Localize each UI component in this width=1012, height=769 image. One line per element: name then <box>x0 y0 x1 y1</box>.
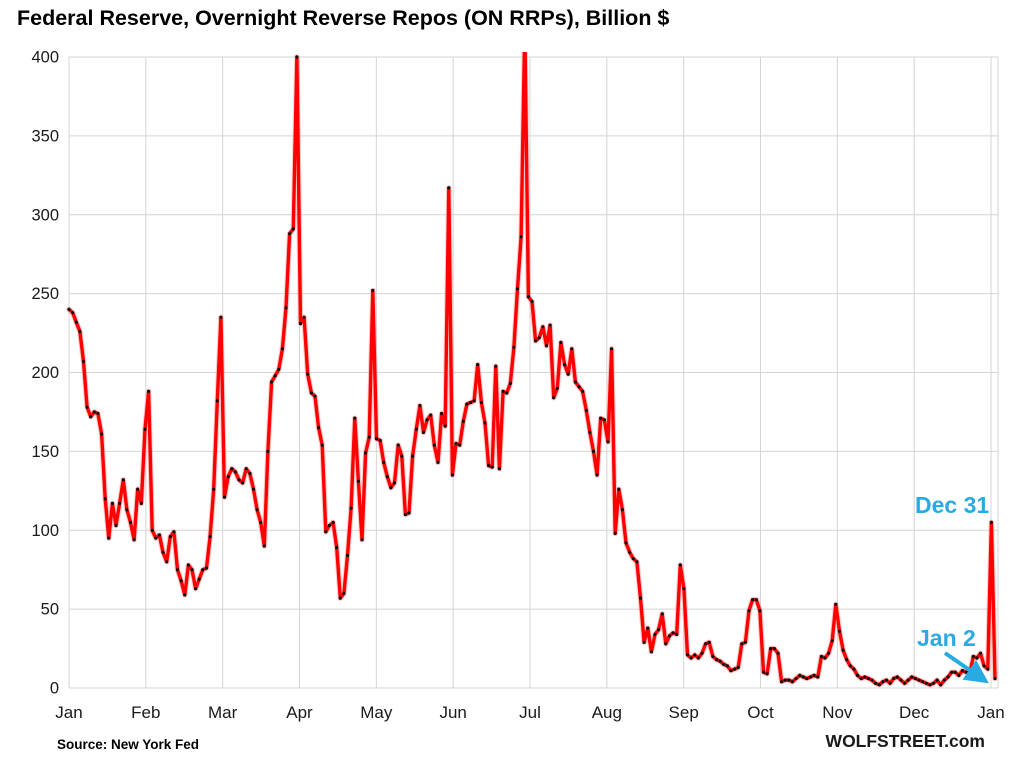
source-note: Source: New York Fed <box>57 737 200 752</box>
jan-2-arrow <box>943 651 989 684</box>
gridlines <box>68 56 999 689</box>
svg-text:May: May <box>360 703 393 722</box>
svg-text:50: 50 <box>41 601 59 619</box>
svg-text:Oct: Oct <box>747 703 774 722</box>
rrp-series <box>66 52 998 688</box>
svg-text:400: 400 <box>31 49 59 67</box>
brand-wolfstreet: WOLFSTREET.com <box>825 731 985 751</box>
svg-text:Jul: Jul <box>519 703 541 722</box>
svg-text:Mar: Mar <box>208 703 238 722</box>
svg-text:150: 150 <box>31 443 59 461</box>
svg-text:250: 250 <box>31 285 59 303</box>
svg-text:0: 0 <box>50 680 59 698</box>
svg-text:Sep: Sep <box>669 703 699 722</box>
x-axis-labels: Jan Feb Mar Apr May Jun Jul Aug Sep Oct Nov Dec Jan <box>55 703 1004 722</box>
svg-text:Jan: Jan <box>977 703 1004 722</box>
svg-text:200: 200 <box>31 364 59 382</box>
svg-text:350: 350 <box>31 127 59 145</box>
svg-text:Dec: Dec <box>899 703 930 722</box>
annotation-jan-2: Jan 2 <box>917 625 976 651</box>
svg-text:100: 100 <box>31 522 59 540</box>
y-axis-labels: 0 50 100 150 200 250 300 350 400 <box>31 49 59 698</box>
svg-text:Feb: Feb <box>131 703 160 722</box>
chart-title: Federal Reserve, Overnight Reverse Repos… <box>17 6 670 30</box>
svg-text:Aug: Aug <box>592 703 622 722</box>
data-point-markers <box>67 55 997 687</box>
svg-text:Jan: Jan <box>55 703 82 722</box>
svg-text:300: 300 <box>31 206 59 224</box>
annotation-dec-31: Dec 31 <box>915 492 990 518</box>
svg-text:Nov: Nov <box>822 703 853 722</box>
svg-text:Apr: Apr <box>286 703 313 722</box>
svg-text:Jun: Jun <box>439 703 466 722</box>
